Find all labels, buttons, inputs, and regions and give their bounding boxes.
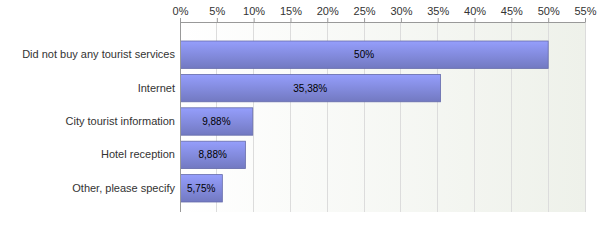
- bar: [180, 41, 548, 68]
- tick: 15%: [280, 5, 302, 22]
- data-labels: 50% 35,38% 9,88% 8,88% 5,75%: [187, 49, 374, 194]
- tick: Other, please specify: [72, 182, 180, 194]
- bar: [180, 108, 253, 135]
- tick: 40%: [464, 5, 486, 22]
- tick-mark: [585, 18, 586, 22]
- tick-mark: [327, 18, 328, 22]
- tick: 0%: [173, 5, 189, 22]
- grid-line: [585, 22, 586, 212]
- tick: 30%: [390, 5, 412, 22]
- grid: [180, 22, 585, 212]
- tick-mark: [254, 18, 255, 22]
- tick-label: 45%: [501, 5, 523, 17]
- bar: [180, 141, 245, 168]
- tick: 10%: [243, 5, 265, 22]
- data-label: 35,38%: [293, 83, 327, 94]
- tick-label: 15%: [280, 5, 302, 17]
- tick: 5%: [209, 5, 225, 22]
- tick-mark: [364, 18, 365, 22]
- tick-label: 25%: [354, 5, 376, 17]
- data-label: 50%: [354, 49, 374, 60]
- tick-label: Did not buy any tourist services: [22, 48, 175, 60]
- tick-mark: [180, 18, 181, 22]
- tick-label: Internet: [138, 82, 175, 94]
- grid-line: [180, 22, 181, 212]
- tick: Hotel reception: [101, 148, 180, 160]
- tick: 25%: [354, 5, 376, 22]
- tick-mark: [290, 18, 291, 22]
- tick-mark: [438, 18, 439, 22]
- tick: 50%: [538, 5, 560, 22]
- bar: [180, 175, 222, 202]
- tick-mark: [475, 18, 476, 22]
- tick-label: 10%: [243, 5, 265, 17]
- axis-line: [181, 22, 586, 23]
- tick-label: 35%: [427, 5, 449, 17]
- tick-label: City tourist information: [66, 115, 175, 127]
- tick-mark: [511, 18, 512, 22]
- bars: [180, 41, 548, 202]
- tick-mark: [548, 18, 549, 22]
- tick: 55%: [574, 5, 596, 22]
- plot-background: [180, 22, 585, 212]
- x-axis: 0% 5% 10% 15% 20% 25% 30% 35% 40% 45% 50% 55%: [173, 5, 597, 23]
- tick-label: 0%: [173, 5, 189, 17]
- tick-label: 20%: [317, 5, 339, 17]
- tick-mark: [217, 18, 218, 22]
- frame-line: [180, 22, 181, 212]
- axis-line: [180, 39, 181, 206]
- tick-label: 5%: [209, 5, 225, 17]
- tick-mark: [401, 18, 402, 22]
- tick-label: Hotel reception: [101, 148, 175, 160]
- tick: 45%: [501, 5, 523, 22]
- tick: 35%: [427, 5, 449, 22]
- data-label: 9,88%: [202, 116, 230, 127]
- bar: [180, 74, 441, 101]
- tick: 20%: [317, 5, 339, 22]
- chart: 50% 35,38% 9,88% 8,88% 5,75% 0% 5% 10% 15% 20% 25%…: [0, 0, 600, 225]
- tick-label: 30%: [390, 5, 412, 17]
- data-label: 8,88%: [199, 149, 227, 160]
- tick: City tourist information: [66, 115, 180, 127]
- y-axis: Did not buy any tourist services Internet…: [22, 39, 180, 206]
- tick-label: 50%: [538, 5, 560, 17]
- tick-label: 55%: [574, 5, 596, 17]
- data-label: 5,75%: [187, 183, 215, 194]
- tick-label: 40%: [464, 5, 486, 17]
- tick: Internet: [138, 82, 180, 94]
- tick: Did not buy any tourist services: [22, 48, 180, 60]
- tick-label: Other, please specify: [72, 182, 175, 194]
